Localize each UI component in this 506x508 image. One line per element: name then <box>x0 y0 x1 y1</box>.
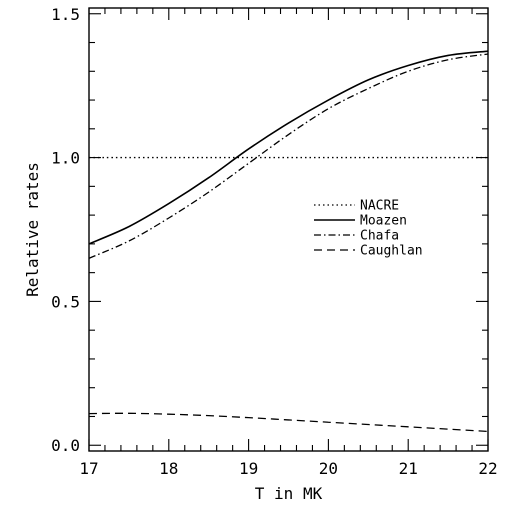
x-tick-label: 20 <box>319 459 338 478</box>
y-tick-label: 0.0 <box>51 436 80 455</box>
series-layer <box>88 50 489 433</box>
x-tick-label: 17 <box>79 459 98 478</box>
y-tick-label: 1.0 <box>51 149 80 168</box>
plot-frame <box>88 7 489 452</box>
y-tick-label: 0.5 <box>51 292 80 311</box>
tick-labels: 17 18 19 20 21 22 0.0 0.5 1.0 1.5 <box>51 5 498 478</box>
axis-ticks <box>88 8 489 451</box>
y-tick-label: 1.5 <box>51 5 80 24</box>
series-line-moazen <box>88 50 489 245</box>
x-axis-label: T in MK <box>255 484 323 503</box>
x-tick-label: 21 <box>399 459 418 478</box>
series-line-caughlan <box>88 412 489 433</box>
x-tick-label: 22 <box>478 459 497 478</box>
legend-label: Caughlan <box>360 244 423 259</box>
series-line-chafa <box>88 53 489 259</box>
legend-label: NACRE <box>360 199 399 214</box>
legend-label: Moazen <box>360 214 407 229</box>
legend-label: Chafa <box>360 229 399 244</box>
x-tick-label: 19 <box>239 459 258 478</box>
x-tick-label: 18 <box>159 459 178 478</box>
y-axis-label: Relative rates <box>23 162 42 297</box>
